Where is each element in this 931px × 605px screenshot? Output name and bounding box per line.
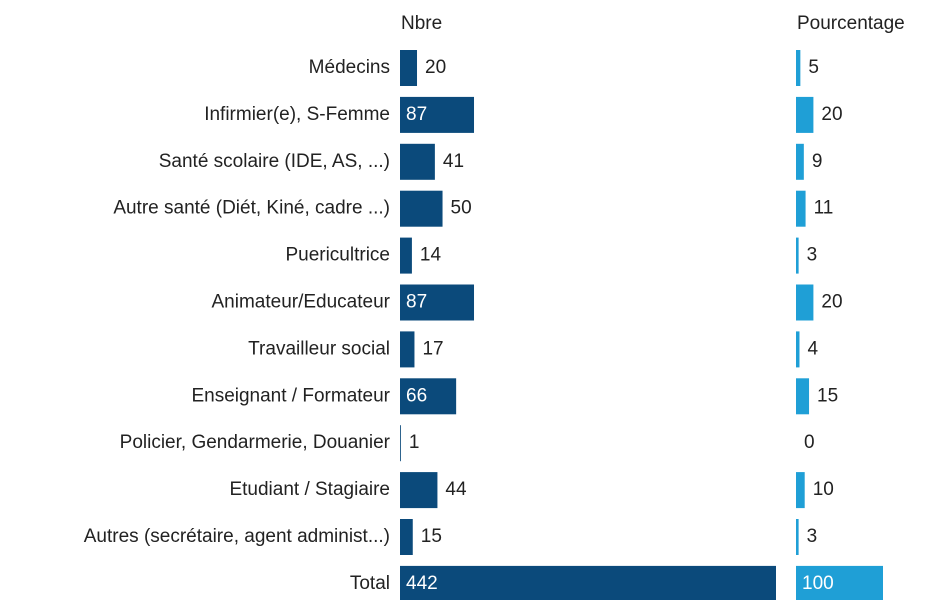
bar [796,190,806,227]
bar [796,50,801,86]
bar [400,425,401,462]
value-label: 3 [807,245,818,266]
category-label: Autre santé (Diét, Kiné, cadre ...) [113,198,390,219]
category-label: Travailleur social [248,338,390,359]
value-label: 66 [406,385,427,406]
bar [400,284,475,321]
value-label: 87 [406,104,427,125]
category-label: Etudiant / Stagiaire [229,479,390,500]
value-label: 15 [817,385,838,406]
bar [400,143,435,180]
value-label: 100 [802,573,834,594]
value-label: 41 [443,151,464,172]
value-label: 4 [807,338,818,359]
panel-title: Nbre [401,13,442,34]
bar [400,190,443,227]
bar [400,50,418,86]
value-label: 5 [808,57,819,78]
category-label: Puericultrice [285,245,390,266]
value-label: 20 [821,292,842,313]
bar [796,143,804,180]
bar [796,378,810,415]
bar [400,237,412,274]
bar [796,96,814,133]
bar [400,472,438,509]
category-label: Santé scolaire (IDE, AS, ...) [159,151,390,172]
category-label: Autres (secrétaire, agent administ...) [84,526,390,547]
value-label: 20 [821,104,842,125]
value-label: 87 [406,292,427,313]
bar [400,378,457,415]
value-label: 50 [451,198,472,219]
bar [796,284,814,321]
category-label: Total [350,573,390,594]
bar [796,237,799,274]
bar [400,331,415,368]
panel-title: Pourcentage [797,13,905,34]
value-label: 20 [425,57,446,78]
bar [400,519,413,555]
bar [400,96,475,133]
value-label: 1 [409,432,420,453]
value-label: 11 [814,198,834,219]
value-label: 44 [445,479,467,500]
category-label: Policier, Gendarmerie, Douanier [120,432,391,453]
bar [796,519,799,555]
value-label: 442 [406,573,438,594]
value-label: 10 [813,479,834,500]
category-label: Enseignant / Formateur [191,385,390,406]
category-label: Médecins [309,57,390,78]
value-label: 14 [420,245,442,266]
bar [796,472,805,509]
category-label: Infirmier(e), S-Femme [204,104,390,125]
value-label: 17 [422,338,443,359]
value-label: 15 [421,526,442,547]
value-label: 0 [804,432,815,453]
bar [400,565,776,602]
value-label: 3 [807,526,818,547]
bar [796,565,883,602]
category-label: Animateur/Educateur [212,292,391,313]
value-label: 9 [812,151,823,172]
bar [796,331,800,368]
